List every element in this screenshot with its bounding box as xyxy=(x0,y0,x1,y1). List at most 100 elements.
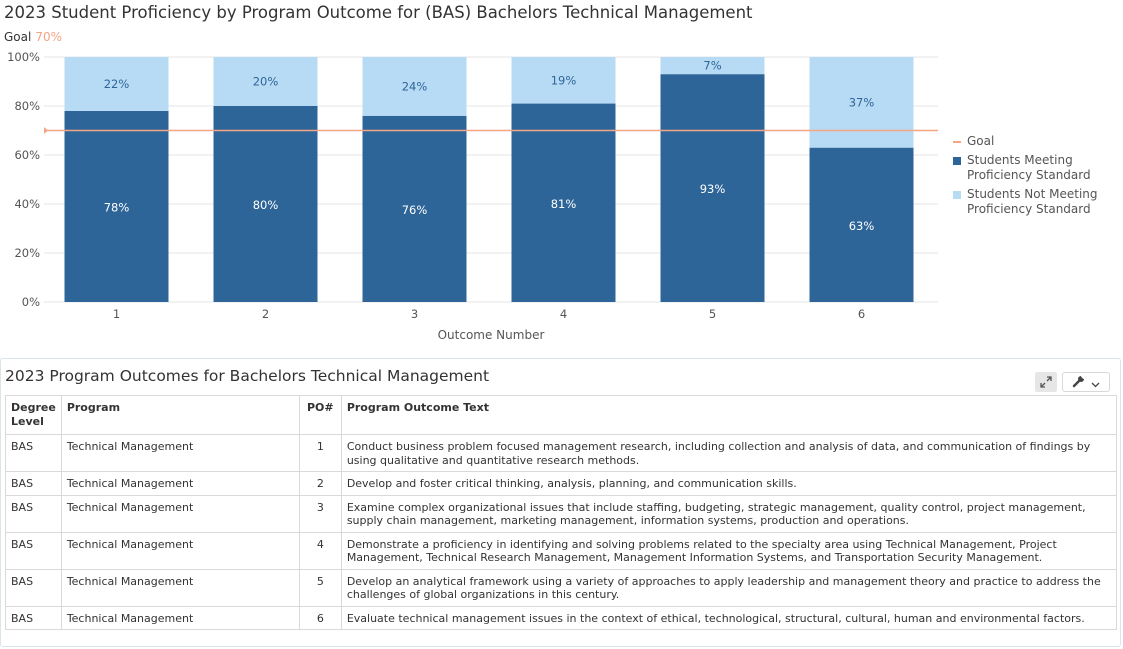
cell-po-number: 3 xyxy=(298,494,342,533)
table-row: BAS Technical Management 1 Conduct busin… xyxy=(5,434,1118,472)
header-degree-level[interactable]: Degree Level xyxy=(5,395,62,435)
cell-outcome-text: Develop an analytical framework using a … xyxy=(340,568,1118,607)
bar-meeting xyxy=(511,103,616,302)
legend-label-goal: Goal xyxy=(967,134,995,148)
bar-not-meeting xyxy=(511,57,616,104)
y-tick-label: 40% xyxy=(14,197,40,211)
cell-outcome-text: Develop and foster critical thinking, an… xyxy=(340,471,1118,496)
x-tick-label: 2 xyxy=(262,307,269,321)
bar-meeting xyxy=(809,147,914,302)
cell-degree-level: BAS xyxy=(5,568,62,607)
data-label-not-meeting: 24% xyxy=(402,79,428,93)
not-meeting-swatch xyxy=(953,191,961,199)
bar-not-meeting xyxy=(213,57,318,106)
header-outcome-text[interactable]: Program Outcome Text xyxy=(340,395,1118,435)
data-label-not-meeting: 19% xyxy=(551,73,577,87)
data-label-not-meeting: 20% xyxy=(253,75,279,89)
x-axis-title: Outcome Number xyxy=(438,328,545,342)
data-label-meeting: 81% xyxy=(551,197,577,211)
y-tick-label: 80% xyxy=(14,99,40,113)
legend-item-meeting[interactable]: Students Meeting Proficiency Standard xyxy=(953,153,1107,183)
legend-item-not-meeting[interactable]: Students Not Meeting Proficiency Standar… xyxy=(953,187,1107,217)
x-tick-label: 1 xyxy=(113,307,120,321)
data-label-meeting: 63% xyxy=(849,219,875,233)
table-title: 2023 Program Outcomes for Bachelors Tech… xyxy=(5,367,490,385)
data-label-meeting: 80% xyxy=(253,198,279,212)
goal-line-layer xyxy=(44,127,938,134)
cell-program: Technical Management xyxy=(60,605,300,630)
x-axis-ticks: 1 2 3 4 5 6 xyxy=(113,307,865,321)
data-label-meeting: 93% xyxy=(700,182,726,196)
cell-outcome-text: Demonstrate a proficiency in identifying… xyxy=(340,531,1118,570)
x-tick-label: 4 xyxy=(560,307,567,321)
cell-po-number: 4 xyxy=(298,531,342,570)
bar-not-meeting xyxy=(809,57,914,148)
cell-program: Technical Management xyxy=(60,434,300,472)
goal-label-text: Goal xyxy=(4,30,32,44)
cell-program: Technical Management xyxy=(60,494,300,533)
chart-title: 2023 Student Proficiency by Program Outc… xyxy=(4,3,753,22)
goal-swatch xyxy=(953,141,961,143)
meeting-swatch xyxy=(953,157,961,165)
table-row: BAS Technical Management 4 Demonstrate a… xyxy=(5,531,1118,570)
outcomes-table: Degree Level Program PO# Program Outcome… xyxy=(5,395,1118,630)
y-tick-label: 100% xyxy=(7,50,40,64)
table-header-row: Degree Level Program PO# Program Outcome… xyxy=(5,395,1118,435)
bar-not-meeting xyxy=(362,57,467,116)
chevron-down-icon xyxy=(1091,373,1100,392)
header-po-number[interactable]: PO# xyxy=(298,395,342,435)
table-row: BAS Technical Management 5 Develop an an… xyxy=(5,568,1118,607)
cell-po-number: 2 xyxy=(298,471,342,496)
expand-icon xyxy=(1040,373,1052,392)
y-axis-ticks: 0% 20% 40% 60% 80% 100% xyxy=(7,50,40,309)
goal-marker xyxy=(44,127,48,134)
cell-po-number: 1 xyxy=(298,434,342,472)
cell-outcome-text: Evaluate technical management issues in … xyxy=(340,605,1118,630)
cell-program: Technical Management xyxy=(60,471,300,496)
chart-legend: Goal Students Meeting Proficiency Standa… xyxy=(953,134,1107,221)
cell-outcome-text: Examine complex organizational issues th… xyxy=(340,494,1118,533)
cell-po-number: 5 xyxy=(298,568,342,607)
cell-degree-level: BAS xyxy=(5,494,62,533)
cell-degree-level: BAS xyxy=(5,531,62,570)
cell-po-number: 6 xyxy=(298,605,342,630)
x-tick-label: 3 xyxy=(411,307,418,321)
bar-not-meeting xyxy=(64,57,169,111)
bar-not-meeting xyxy=(660,57,765,75)
goal-value: 70% xyxy=(35,30,62,44)
legend-item-goal[interactable]: Goal xyxy=(953,134,1107,149)
cell-program: Technical Management xyxy=(60,531,300,570)
header-program[interactable]: Program xyxy=(60,395,300,435)
cell-degree-level: BAS xyxy=(5,434,62,472)
y-tick-label: 0% xyxy=(22,295,40,309)
cell-outcome-text: Conduct business problem focused managem… xyxy=(340,434,1118,472)
table-row: BAS Technical Management 2 Develop and f… xyxy=(5,471,1118,496)
data-label-not-meeting: 7% xyxy=(703,59,721,73)
cell-degree-level: BAS xyxy=(5,605,62,630)
cell-degree-level: BAS xyxy=(5,471,62,496)
settings-menu-button[interactable] xyxy=(1062,372,1110,392)
legend-label-meeting: Students Meeting Proficiency Standard xyxy=(967,153,1091,182)
y-tick-label: 20% xyxy=(14,246,40,260)
table-row: BAS Technical Management 3 Examine compl… xyxy=(5,494,1118,533)
bar-meeting xyxy=(213,106,318,302)
proficiency-chart: 0% 20% 40% 60% 80% 100% 78% 22% 80% 20% 76% 24% 81%… xyxy=(7,50,938,342)
expand-button[interactable] xyxy=(1035,372,1057,392)
data-label-not-meeting: 22% xyxy=(104,77,130,91)
x-tick-label: 6 xyxy=(858,307,865,321)
bar-meeting xyxy=(64,110,169,303)
data-label-not-meeting: 37% xyxy=(849,95,875,109)
bar-meeting xyxy=(362,115,467,302)
legend-label-not-meeting: Students Not Meeting Proficiency Standar… xyxy=(967,187,1098,216)
goal-label: Goal 70% xyxy=(4,30,62,44)
table-row: BAS Technical Management 6 Evaluate tech… xyxy=(5,605,1118,630)
wrench-icon xyxy=(1072,373,1085,392)
outcomes-panel: 2023 Program Outcomes for Bachelors Tech… xyxy=(0,358,1121,647)
bar-meeting xyxy=(660,74,765,303)
y-tick-label: 60% xyxy=(14,148,40,162)
chart-bars: 78% 22% 80% 20% 76% 24% 81% 19% 93% 7% 63% 37% xyxy=(64,57,914,303)
chart-gridlines xyxy=(44,56,938,303)
data-label-meeting: 76% xyxy=(402,203,428,217)
cell-program: Technical Management xyxy=(60,568,300,607)
x-tick-label: 5 xyxy=(709,307,716,321)
